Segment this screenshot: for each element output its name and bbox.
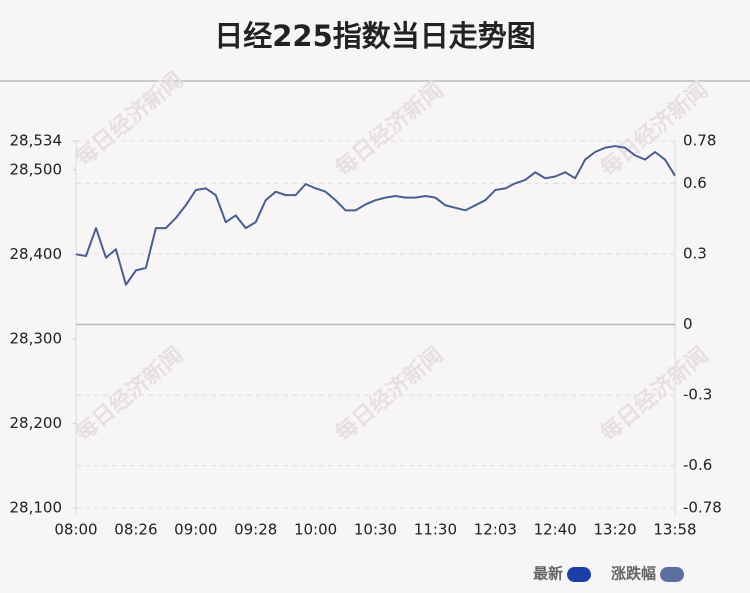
y-tick-label: 28,300 (10, 329, 63, 347)
watermark: 每日经济新闻 (70, 67, 188, 172)
y2-tick-label: 0 (683, 315, 693, 333)
y2-tick-label: 0.78 (683, 132, 716, 150)
y2-tick-label: 0.3 (683, 244, 707, 262)
x-tick-label: 13:58 (653, 521, 696, 539)
y-tick-label: 28,200 (10, 414, 63, 432)
x-tick-label: 12:40 (534, 521, 577, 539)
x-tick-label: 08:00 (54, 521, 97, 539)
watermark: 每日经济新闻 (330, 342, 448, 447)
x-tick-label: 10:30 (354, 521, 397, 539)
x-tick-label: 10:00 (294, 521, 337, 539)
legend-label: 涨跌幅 (611, 565, 656, 583)
x-tick-label: 11:30 (414, 521, 457, 539)
watermark: 每日经济新闻 (70, 342, 188, 447)
watermark: 每日经济新闻 (330, 77, 448, 182)
price-line (75, 145, 676, 286)
x-tick-label: 09:28 (234, 521, 277, 539)
y2-tick-label: -0.78 (683, 499, 722, 517)
y-tick-label: 28,534 (10, 132, 63, 150)
y2-tick-label: -0.6 (683, 456, 712, 474)
x-tick-label: 08:26 (114, 521, 157, 539)
legend-swatch (567, 567, 592, 582)
x-tick-label: 13:20 (593, 521, 636, 539)
watermark: 每日经济新闻 (595, 77, 713, 182)
x-tick-label: 12:03 (474, 521, 517, 539)
legend-label: 最新 (533, 565, 563, 583)
chart-title: 日经225指数当日走势图 (214, 19, 536, 53)
y-tick-label: 28,400 (10, 245, 63, 263)
legend-swatch (660, 567, 685, 582)
y-tick-label: 28,500 (10, 160, 63, 178)
y2-tick-label: -0.3 (683, 386, 712, 404)
x-tick-label: 09:00 (174, 521, 217, 539)
y2-tick-label: 0.6 (683, 174, 707, 192)
y-tick-label: 28,100 (10, 499, 63, 517)
